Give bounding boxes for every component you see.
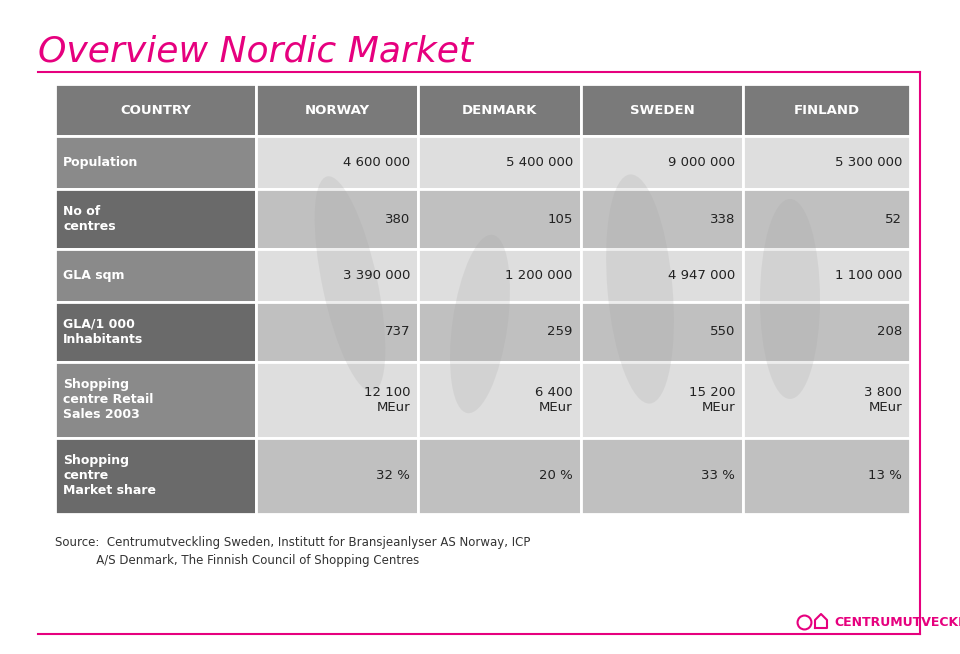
- Bar: [581, 362, 743, 438]
- Bar: [743, 189, 910, 249]
- Text: 259: 259: [547, 325, 573, 338]
- Text: FINLAND: FINLAND: [794, 104, 860, 116]
- Bar: [55, 84, 256, 137]
- Bar: [743, 362, 910, 438]
- Bar: [581, 84, 743, 137]
- Bar: [743, 137, 910, 189]
- Bar: [419, 249, 581, 301]
- Bar: [256, 362, 419, 438]
- Text: 1 100 000: 1 100 000: [834, 269, 902, 282]
- Text: Source:  Centrumutveckling Sweden, Institutt for Bransjeanlyser AS Norway, ICP: Source: Centrumutveckling Sweden, Instit…: [55, 536, 530, 549]
- Text: COUNTRY: COUNTRY: [120, 104, 191, 116]
- Bar: [55, 438, 256, 514]
- Text: No of
centres: No of centres: [63, 205, 115, 233]
- Text: Shopping
centre Retail
Sales 2003: Shopping centre Retail Sales 2003: [63, 379, 154, 421]
- Text: Overview Nordic Market: Overview Nordic Market: [38, 34, 473, 68]
- Text: 737: 737: [385, 325, 410, 338]
- Text: DENMARK: DENMARK: [462, 104, 538, 116]
- Bar: [55, 137, 256, 189]
- Ellipse shape: [315, 176, 385, 392]
- Bar: [256, 249, 419, 301]
- Text: 15 200
MEur: 15 200 MEur: [688, 386, 735, 414]
- Text: 3 800
MEur: 3 800 MEur: [864, 386, 902, 414]
- Bar: [256, 189, 419, 249]
- Bar: [419, 84, 581, 137]
- Text: 105: 105: [547, 213, 573, 226]
- Bar: [581, 249, 743, 301]
- Text: 13 %: 13 %: [868, 470, 902, 483]
- Text: 208: 208: [876, 325, 902, 338]
- Text: SWEDEN: SWEDEN: [630, 104, 694, 116]
- Bar: [55, 189, 256, 249]
- Text: 5 400 000: 5 400 000: [506, 156, 573, 169]
- Bar: [419, 301, 581, 362]
- Text: 9 000 000: 9 000 000: [668, 156, 735, 169]
- Bar: [743, 438, 910, 514]
- Text: GLA sqm: GLA sqm: [63, 269, 125, 282]
- Ellipse shape: [450, 235, 510, 413]
- Bar: [55, 301, 256, 362]
- Bar: [581, 137, 743, 189]
- Bar: [55, 362, 256, 438]
- Text: NORWAY: NORWAY: [304, 104, 370, 116]
- Text: A/S Denmark, The Finnish Council of Shopping Centres: A/S Denmark, The Finnish Council of Shop…: [55, 554, 420, 567]
- Bar: [256, 137, 419, 189]
- Bar: [743, 249, 910, 301]
- Text: 5 300 000: 5 300 000: [834, 156, 902, 169]
- Bar: [743, 84, 910, 137]
- Text: 380: 380: [385, 213, 410, 226]
- Text: 1 200 000: 1 200 000: [506, 269, 573, 282]
- Bar: [256, 301, 419, 362]
- Bar: [256, 438, 419, 514]
- Bar: [55, 249, 256, 301]
- Text: 6 400
MEur: 6 400 MEur: [535, 386, 573, 414]
- Ellipse shape: [606, 175, 674, 404]
- Text: 52: 52: [885, 213, 902, 226]
- Bar: [581, 189, 743, 249]
- Text: 12 100
MEur: 12 100 MEur: [364, 386, 410, 414]
- Text: 3 390 000: 3 390 000: [343, 269, 410, 282]
- Text: 32 %: 32 %: [376, 470, 410, 483]
- Bar: [419, 189, 581, 249]
- Bar: [419, 137, 581, 189]
- Text: CENTRUMUTVECKLING: CENTRUMUTVECKLING: [834, 615, 960, 628]
- Bar: [419, 438, 581, 514]
- Text: GLA/1 000
Inhabitants: GLA/1 000 Inhabitants: [63, 318, 143, 346]
- Text: Shopping
centre
Market share: Shopping centre Market share: [63, 455, 156, 498]
- Text: 20 %: 20 %: [540, 470, 573, 483]
- Text: 338: 338: [709, 213, 735, 226]
- Text: Population: Population: [63, 156, 138, 169]
- Text: 4 600 000: 4 600 000: [344, 156, 410, 169]
- Bar: [419, 362, 581, 438]
- Bar: [256, 84, 419, 137]
- Bar: [581, 438, 743, 514]
- Text: 550: 550: [709, 325, 735, 338]
- Text: 4 947 000: 4 947 000: [668, 269, 735, 282]
- Text: 33 %: 33 %: [702, 470, 735, 483]
- Bar: [581, 301, 743, 362]
- Ellipse shape: [760, 199, 820, 399]
- Bar: [743, 301, 910, 362]
